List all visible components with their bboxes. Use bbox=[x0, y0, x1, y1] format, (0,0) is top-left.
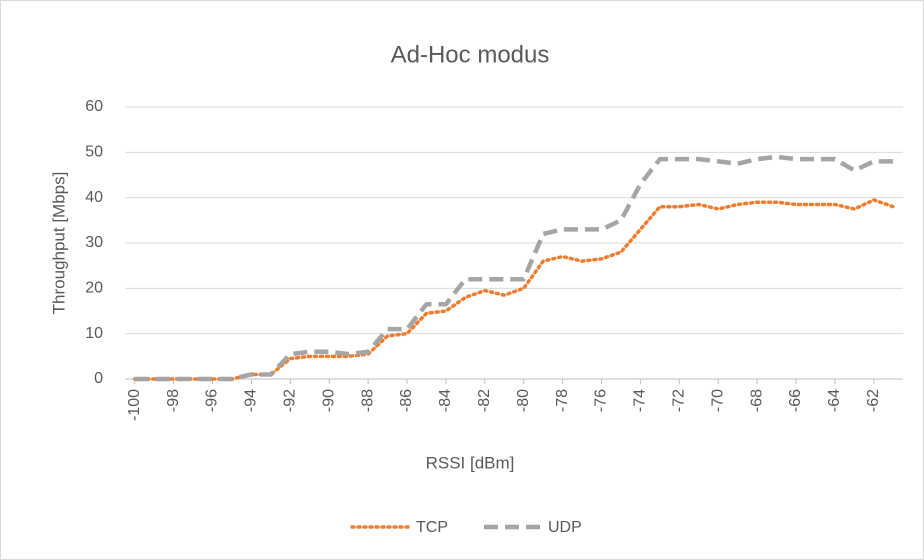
x-axis-title: RSSI [dBm] bbox=[426, 453, 515, 472]
y-tick-label: 20 bbox=[85, 280, 103, 297]
y-tick-label: 10 bbox=[85, 325, 103, 342]
x-tick-label: -80 bbox=[515, 389, 532, 412]
x-tick-label: -82 bbox=[476, 389, 493, 412]
x-tick-label: -100 bbox=[126, 389, 143, 421]
x-tick-label: -72 bbox=[671, 389, 688, 412]
y-tick-label: 40 bbox=[85, 189, 103, 206]
x-tick-label: -84 bbox=[437, 389, 454, 412]
x-tick-label: -90 bbox=[320, 389, 337, 412]
x-tick-label: -96 bbox=[204, 389, 221, 412]
x-tick-label: -74 bbox=[632, 389, 649, 412]
x-tick-label: -88 bbox=[359, 389, 376, 412]
line-series bbox=[134, 154, 894, 382]
x-tick-label: -76 bbox=[593, 389, 610, 412]
chart-title: Ad-Hoc modus bbox=[391, 41, 550, 68]
x-tick-label: -86 bbox=[398, 389, 415, 412]
y-tick-label: 50 bbox=[85, 144, 103, 161]
x-tick-label: -64 bbox=[826, 389, 843, 412]
x-tick-label: -70 bbox=[709, 389, 726, 412]
y-axis-title: Throughput [Mbps] bbox=[49, 172, 68, 315]
x-tick-label: -94 bbox=[243, 389, 260, 412]
x-tick-label: -66 bbox=[787, 389, 804, 412]
legend-label: TCP bbox=[416, 519, 448, 536]
x-tick-label: -92 bbox=[282, 389, 299, 412]
x-tick-label: -62 bbox=[865, 389, 882, 412]
x-tick-label: -68 bbox=[748, 389, 765, 412]
y-tick-label: 60 bbox=[85, 98, 103, 115]
legend-label: UDP bbox=[548, 519, 582, 536]
x-tick-label: -98 bbox=[165, 389, 182, 412]
y-tick-label: 30 bbox=[85, 234, 103, 251]
y-tick-label: 0 bbox=[94, 370, 103, 387]
x-tick-label: -78 bbox=[554, 389, 571, 412]
